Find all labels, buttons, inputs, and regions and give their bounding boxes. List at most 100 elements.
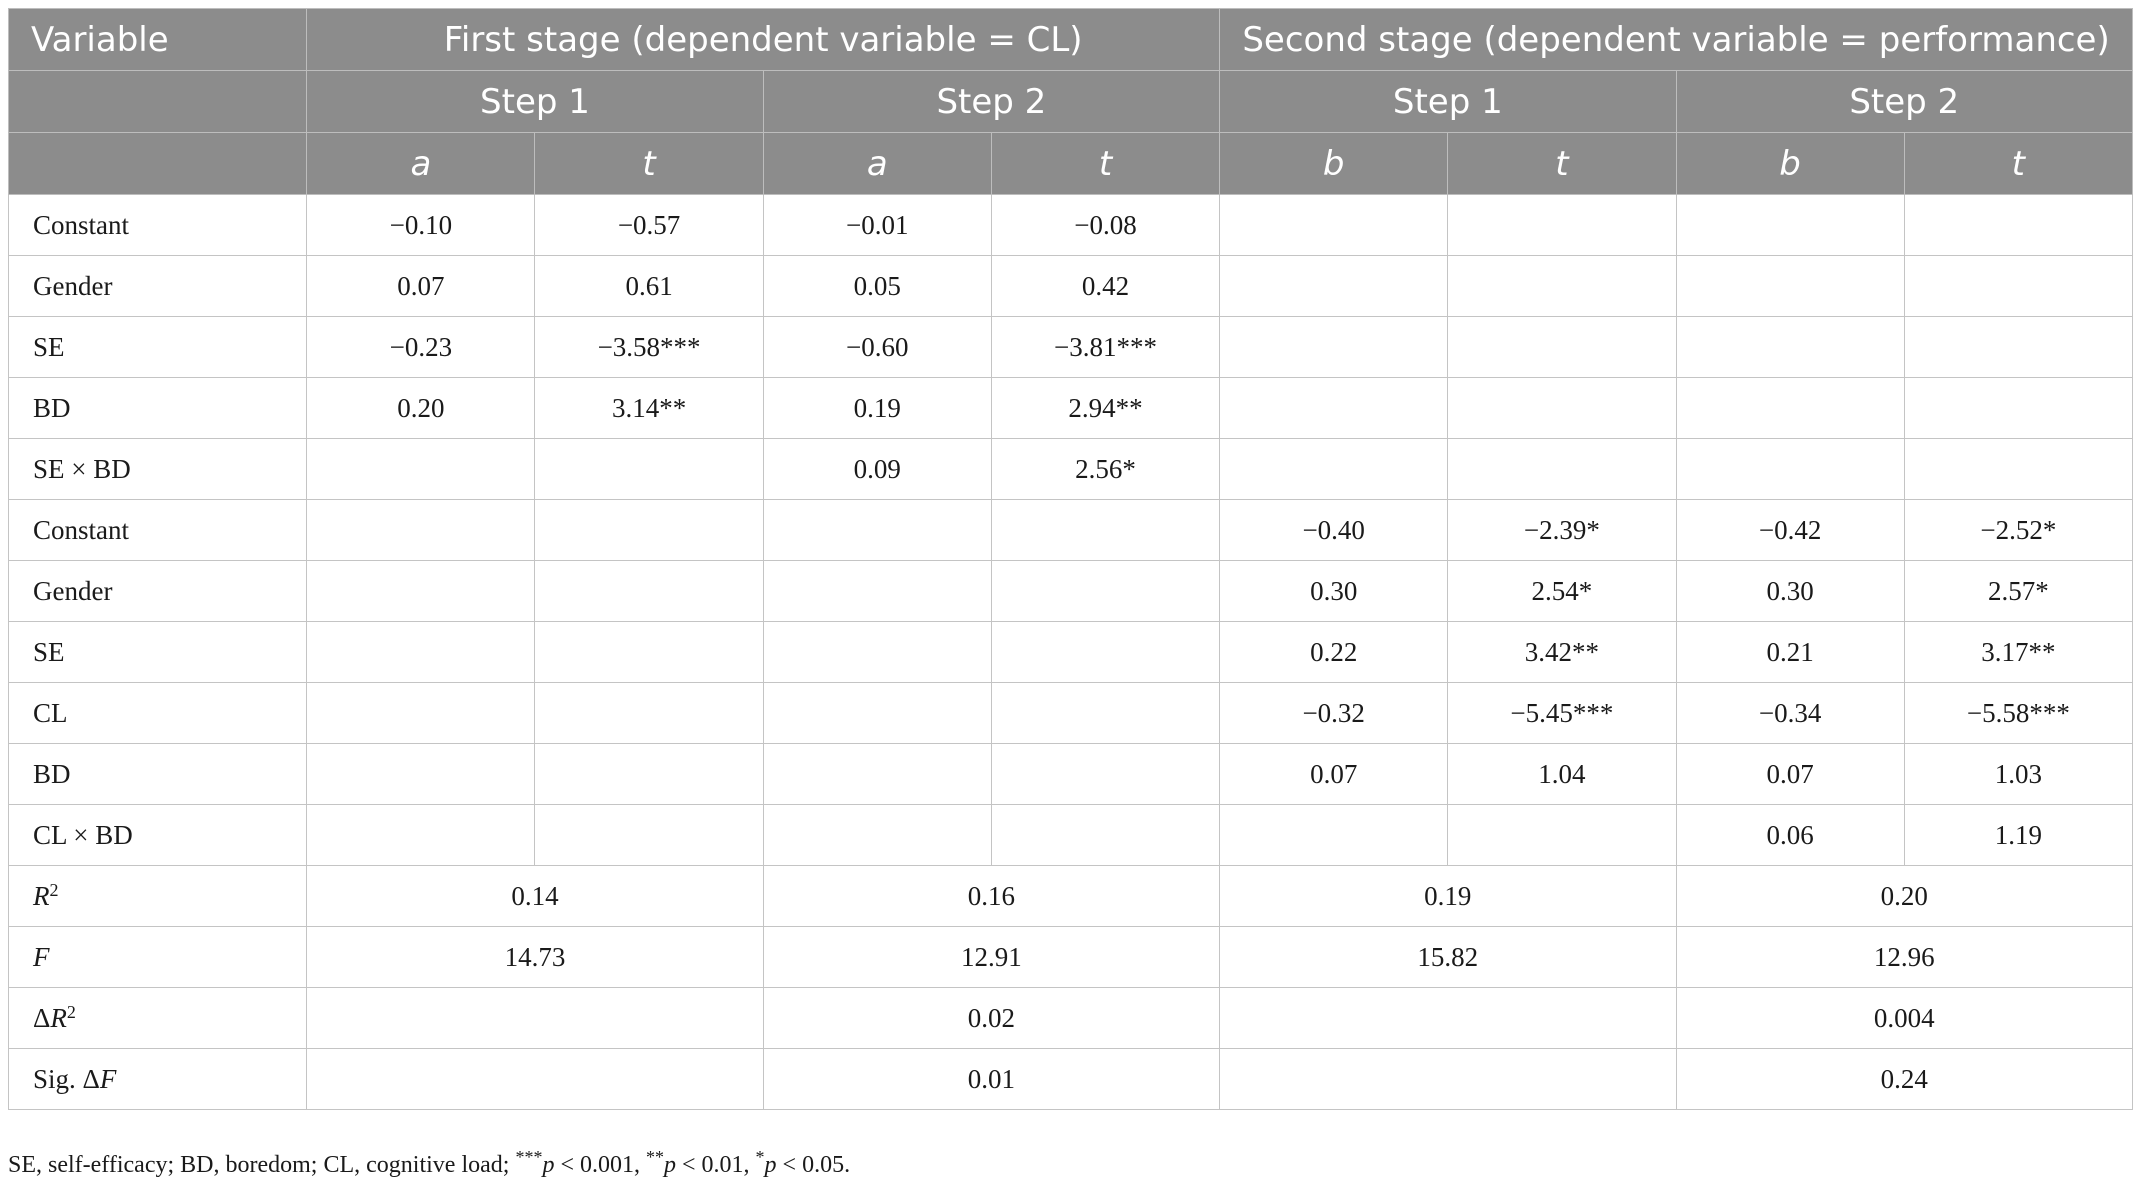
table-cell: 3.14**	[534, 377, 764, 439]
header-coef: t	[990, 132, 1221, 195]
table-cell: −3.58***	[534, 316, 764, 378]
row-label: BD	[7, 377, 308, 439]
table-cell: 3.17**	[1903, 621, 2134, 683]
table-cell: 15.82	[1219, 926, 1677, 988]
header-coef: a	[306, 132, 536, 195]
table-cell: 0.16	[762, 865, 1221, 927]
row-label: SE	[7, 316, 308, 378]
table-cell	[990, 560, 1221, 622]
table-cell	[534, 743, 764, 805]
table-cell	[1219, 194, 1449, 256]
table-cell	[1447, 316, 1677, 378]
table-row: CL × BD 0.06 1.19	[7, 804, 2134, 866]
table-cell: −0.40	[1219, 499, 1449, 561]
table-cell: −0.23	[306, 316, 536, 378]
table-cell: 2.94**	[990, 377, 1221, 439]
table-cell: 12.96	[1675, 926, 2133, 988]
row-label: CL	[7, 682, 308, 744]
table-cell: 0.42	[990, 255, 1221, 317]
table-cell: −3.81***	[990, 316, 1221, 378]
table-cell	[306, 804, 536, 866]
table-cell: 2.57*	[1903, 560, 2134, 622]
table-cell	[306, 1048, 764, 1110]
table-cell	[1675, 316, 1905, 378]
table-cell	[1219, 987, 1677, 1049]
row-f: F 14.73 12.91 15.82 12.96	[7, 926, 2133, 988]
table-cell	[1219, 1048, 1677, 1110]
header-coef: a	[762, 132, 992, 195]
table-row: SE −0.23 −3.58*** −0.60 −3.81***	[7, 316, 2134, 378]
table-cell: 0.06	[1675, 804, 1905, 866]
row-label: ΔR2	[7, 987, 308, 1049]
table-cell: 0.21	[1675, 621, 1905, 683]
row-delta-r-squared: ΔR2 0.02 0.004	[7, 987, 2133, 1049]
header-first-stage: First stage (dependent variable = CL)	[306, 8, 1221, 71]
table-cell	[762, 499, 992, 561]
table-cell	[1447, 377, 1677, 439]
table-cell	[306, 438, 536, 500]
table-cell: 12.91	[762, 926, 1221, 988]
header-step: Step 2	[1675, 70, 2133, 133]
table-cell	[1903, 194, 2134, 256]
row-label: SE × BD	[7, 438, 308, 500]
table-cell: −0.42	[1675, 499, 1905, 561]
row-label: Gender	[7, 560, 308, 622]
row-label: Constant	[7, 499, 308, 561]
table-cell	[534, 682, 764, 744]
header-step: Step 1	[1219, 70, 1677, 133]
table-cell: 2.56*	[990, 438, 1221, 500]
row-label: Sig. ΔF	[7, 1048, 308, 1110]
table-cell	[1447, 255, 1677, 317]
table-row: Constant −0.10 −0.57 −0.01 −0.08	[7, 194, 2134, 256]
table-row: Gender 0.30 2.54* 0.30 2.57*	[7, 560, 2134, 622]
table-cell	[1219, 804, 1449, 866]
table-cell	[534, 499, 764, 561]
table-row: BD 0.20 3.14** 0.19 2.94**	[7, 377, 2134, 439]
regression-table-container: Variable First stage (dependent variable…	[7, 8, 2134, 1110]
table-row: SE 0.22 3.42** 0.21 3.17**	[7, 621, 2134, 683]
header-row-steps: Step 1 Step 2 Step 1 Step 2	[7, 70, 2133, 133]
table-cell: −0.10	[306, 194, 536, 256]
table-cell	[990, 682, 1221, 744]
header-coef: b	[1219, 132, 1449, 195]
table-cell	[534, 560, 764, 622]
table-cell: 1.03	[1903, 743, 2134, 805]
table-row: BD 0.07 1.04 0.07 1.03	[7, 743, 2134, 805]
table-cell	[1219, 255, 1449, 317]
table-cell: 0.19	[1219, 865, 1677, 927]
header-variable: Variable	[7, 8, 308, 71]
table-cell: 0.22	[1219, 621, 1449, 683]
table-cell	[534, 804, 764, 866]
table-cell: −0.32	[1219, 682, 1449, 744]
regression-table: Variable First stage (dependent variable…	[7, 8, 2134, 1110]
table-cell: 0.05	[762, 255, 992, 317]
table-cell	[990, 621, 1221, 683]
table-cell	[1219, 316, 1449, 378]
table-cell: 0.07	[1675, 743, 1905, 805]
header-empty	[7, 70, 308, 133]
table-cell: 0.20	[1675, 865, 2133, 927]
table-cell: 3.42**	[1447, 621, 1677, 683]
header-step: Step 2	[762, 70, 1221, 133]
table-cell: 0.61	[534, 255, 764, 317]
table-cell: 1.19	[1903, 804, 2134, 866]
table-cell: −0.60	[762, 316, 992, 378]
row-label: CL × BD	[7, 804, 308, 866]
header-step: Step 1	[306, 70, 764, 133]
table-footnote: SE, self-efficacy; BD, boredom; CL, cogn…	[8, 1147, 851, 1178]
table-cell	[1447, 804, 1677, 866]
table-cell: −2.39*	[1447, 499, 1677, 561]
header-row-coefs: a t a t b t b t	[7, 132, 2134, 195]
table-cell	[534, 438, 764, 500]
header-coef: t	[1447, 132, 1677, 195]
table-cell	[306, 560, 536, 622]
table-cell	[990, 499, 1221, 561]
table-cell	[1903, 377, 2134, 439]
table-cell: −0.57	[534, 194, 764, 256]
row-r-squared: R2 0.14 0.16 0.19 0.20	[7, 865, 2133, 927]
table-cell: −0.01	[762, 194, 992, 256]
row-label: R2	[7, 865, 308, 927]
table-cell	[762, 560, 992, 622]
table-cell: 1.04	[1447, 743, 1677, 805]
table-cell	[306, 621, 536, 683]
